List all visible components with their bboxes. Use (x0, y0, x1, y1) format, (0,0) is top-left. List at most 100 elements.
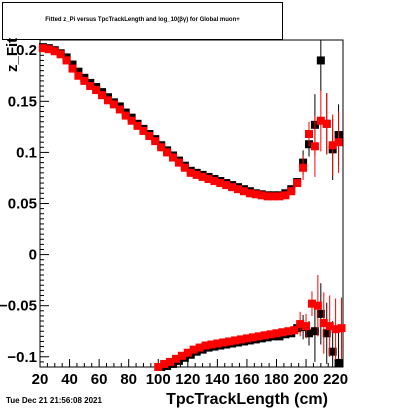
data-point-series-1 (242, 334, 251, 343)
data-point-series-1 (74, 71, 83, 80)
data-point-series-1 (281, 191, 290, 200)
data-point-series-1 (198, 172, 207, 181)
data-point-series-1 (319, 319, 328, 328)
data-point-series-1 (284, 327, 293, 336)
data-point-series-1 (38, 44, 47, 53)
data-point-series-1 (157, 143, 166, 152)
data-point-series-0 (74, 67, 83, 76)
data-point-series-1 (313, 301, 322, 310)
data-point-series-1 (325, 322, 334, 331)
data-point-series-1 (219, 338, 228, 347)
data-point-series-1 (207, 340, 216, 349)
data-point-series-1 (316, 116, 325, 125)
x-axis-label: TpcTrackLength (cm) (166, 391, 328, 408)
y-tick-label: 0.2 (16, 42, 37, 59)
data-point-series-1 (290, 326, 299, 335)
data-point-series-1 (251, 190, 260, 199)
data-point-series-0 (316, 309, 325, 318)
data-point-series-1 (44, 45, 53, 54)
x-tick-label: 60 (91, 371, 108, 388)
x-tick-label: 100 (146, 371, 171, 388)
data-point-series-1 (174, 158, 183, 167)
data-point-series-1 (254, 332, 263, 341)
x-tick-label: 220 (323, 371, 348, 388)
data-point-series-1 (334, 138, 343, 147)
data-point-series-1 (287, 187, 296, 196)
y-axis-label: z_Fit (4, 38, 21, 72)
data-point-series-1 (169, 153, 178, 162)
data-point-series-1 (109, 100, 118, 109)
data-point-series-1 (260, 331, 269, 340)
data-point-series-0 (322, 329, 331, 338)
data-point-series-1 (86, 81, 95, 90)
datestamp: Tue Dec 21 21:56:08 2021 (6, 396, 102, 405)
y-tick-label: 0 (29, 247, 37, 264)
data-point-series-1 (310, 142, 319, 151)
data-point-series-1 (56, 50, 65, 59)
data-point-series-1 (234, 185, 243, 194)
data-point-series-0 (310, 327, 319, 336)
data-point-series-1 (328, 141, 337, 150)
data-point-series-0 (305, 329, 314, 338)
data-point-series-1 (299, 163, 308, 172)
data-point-series-0 (316, 56, 325, 65)
data-point-series-1 (127, 116, 136, 125)
data-point-series-1 (50, 47, 59, 56)
data-point-series-1 (133, 121, 142, 130)
y-tick-label: 0.15 (8, 93, 37, 110)
x-tick-label: 120 (175, 371, 200, 388)
data-point-series-1 (296, 320, 305, 329)
chart-title-box: Fitted z_Pi versus TpcTrackLength and lo… (2, 2, 283, 40)
x-tick-label: 160 (234, 371, 259, 388)
data-point-series-1 (115, 105, 124, 114)
y-tick-label: −0.05 (0, 298, 37, 315)
data-point-series-1 (293, 179, 302, 188)
data-point-series-1 (183, 348, 192, 357)
data-point-series-0 (328, 347, 337, 356)
x-tick-label: 180 (264, 371, 289, 388)
data-point-series-1 (302, 322, 311, 331)
data-point-series-1 (337, 324, 346, 333)
data-point-series-1 (231, 336, 240, 345)
data-point-series-1 (92, 86, 101, 95)
data-point-series-1 (201, 341, 210, 350)
data-point-series-1 (160, 359, 169, 368)
data-point-series-1 (62, 56, 71, 65)
data-point-series-1 (266, 330, 275, 339)
data-point-series-1 (278, 328, 287, 337)
data-point-series-1 (305, 130, 314, 139)
data-point-series-1 (80, 76, 89, 85)
data-point-series-1 (163, 148, 172, 157)
data-point-series-1 (213, 339, 222, 348)
x-tick-label: 80 (120, 371, 137, 388)
data-point-series-1 (189, 345, 198, 354)
chart-title: Fitted z_Pi versus TpcTrackLength and lo… (45, 17, 240, 23)
data-point-series-1 (248, 333, 257, 342)
data-point-series-1 (307, 299, 316, 308)
data-point-series-1 (192, 170, 201, 179)
y-tick-label: 0.1 (16, 144, 37, 161)
y-tick-label: −0.1 (7, 349, 37, 366)
data-point-series-1 (154, 363, 163, 371)
x-tick-label: 200 (294, 371, 319, 388)
data-point-series-0 (68, 60, 77, 69)
data-point-series-1 (228, 183, 237, 192)
data-point-series-1 (222, 181, 231, 190)
data-point-series-1 (139, 126, 148, 135)
data-point-series-1 (216, 179, 225, 188)
data-point-series-1 (210, 177, 219, 186)
x-tick-label: 140 (205, 371, 230, 388)
data-point-series-1 (171, 354, 180, 363)
data-point-series-1 (121, 111, 130, 120)
data-point-series-1 (98, 91, 107, 100)
data-point-series-1 (166, 357, 175, 366)
data-point-series-1 (245, 189, 254, 198)
data-point-series-1 (204, 174, 213, 183)
x-tick-label: 40 (61, 371, 78, 388)
data-point-series-1 (225, 337, 234, 346)
data-point-series-1 (239, 187, 248, 196)
x-tick-label: 20 (32, 371, 49, 388)
data-point-series-1 (180, 163, 189, 172)
data-point-series-1 (272, 329, 281, 338)
